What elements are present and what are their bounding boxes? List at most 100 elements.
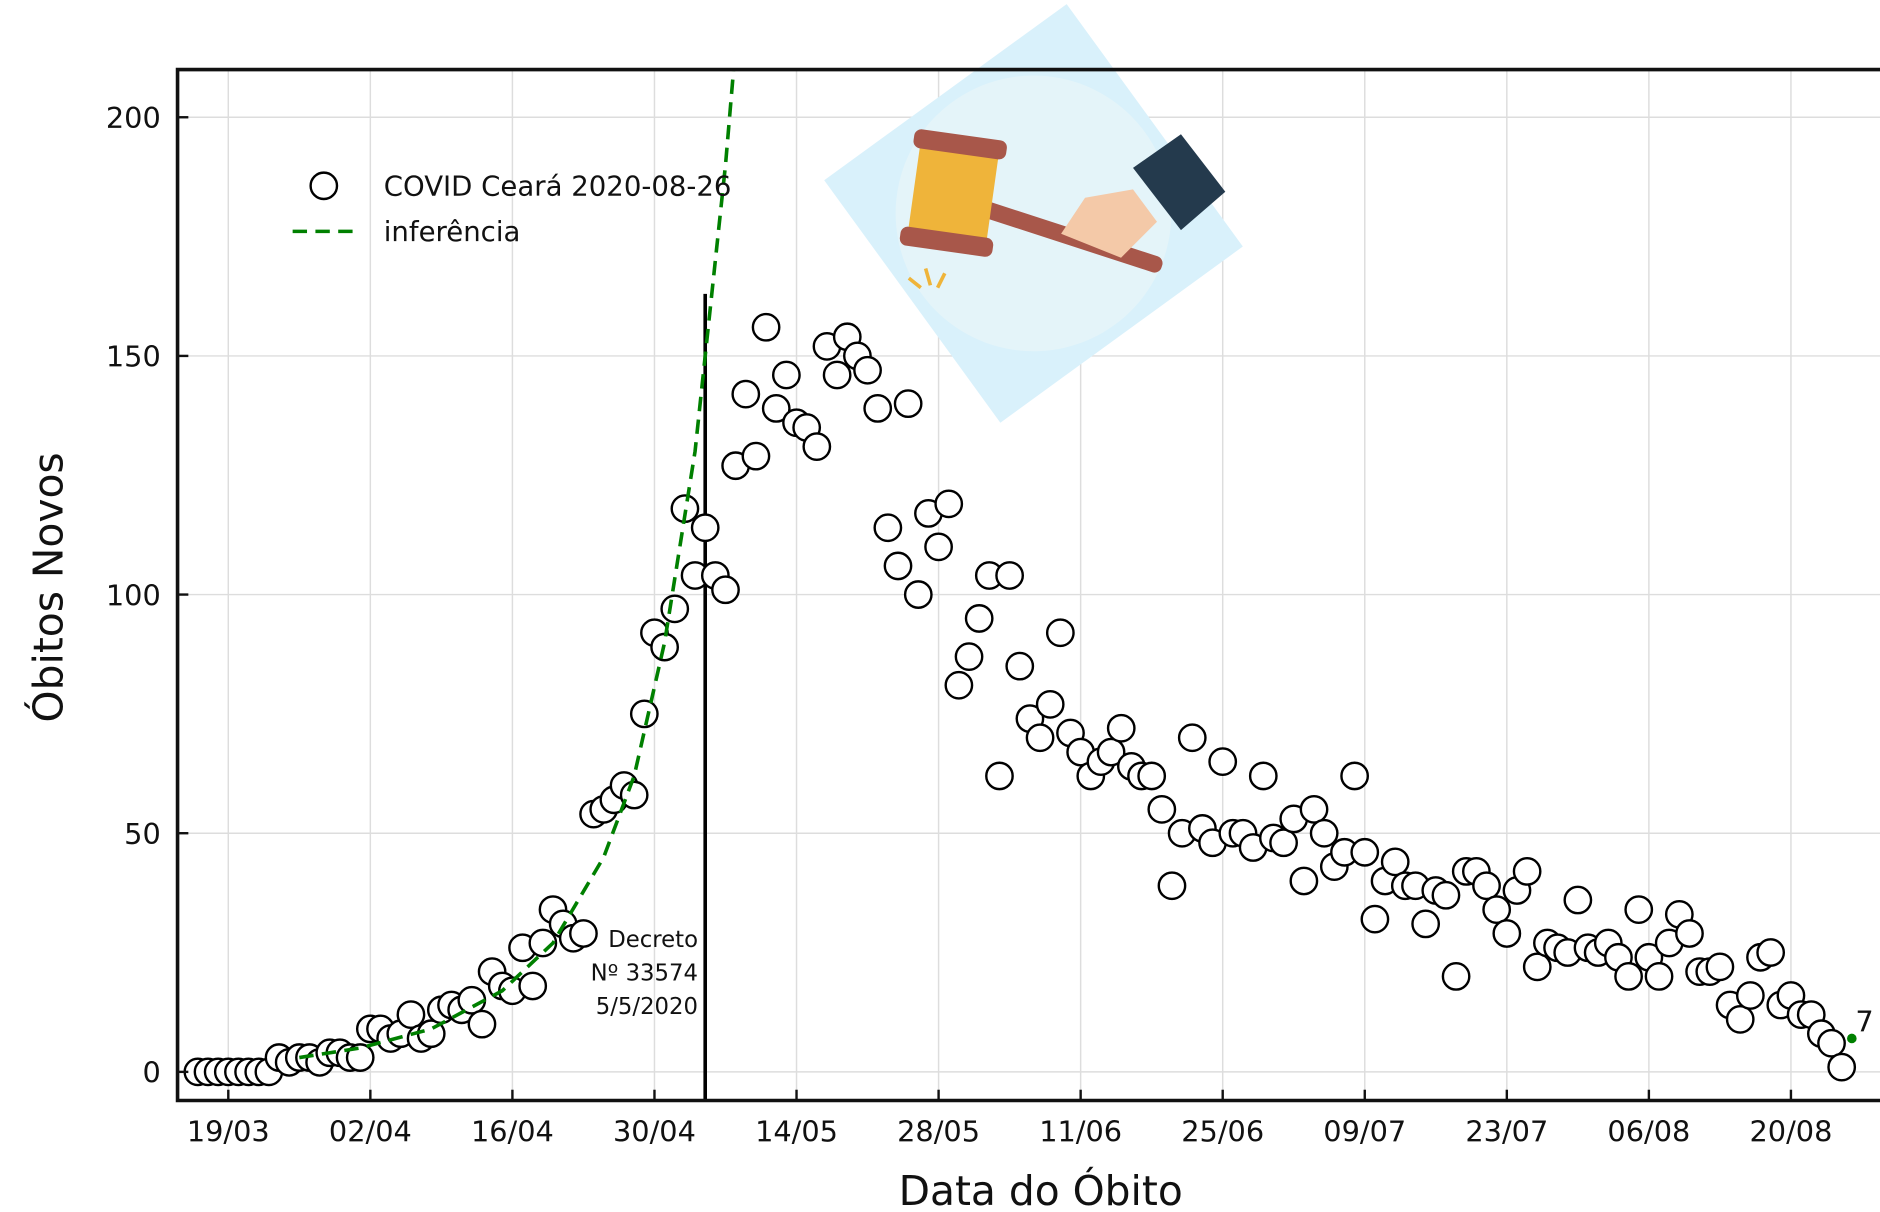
- x-axis-label: Data do Óbito: [899, 1167, 1183, 1212]
- data-point: [934, 489, 964, 519]
- data-point: [903, 580, 933, 609]
- data-point: [1817, 1028, 1846, 1058]
- data-point: [1380, 847, 1410, 877]
- data-point: [1299, 794, 1329, 824]
- data-point: [528, 928, 558, 958]
- x-tick-label: 28/05: [897, 1114, 980, 1148]
- data-point: [711, 575, 740, 605]
- data-point: [1512, 857, 1542, 886]
- data-point: [1482, 895, 1512, 924]
- data-point: [1208, 747, 1238, 777]
- y-tick-label: 100: [106, 578, 161, 612]
- data-point: [964, 604, 994, 633]
- data-point: [629, 699, 659, 729]
- data-point: [751, 312, 781, 342]
- data-point: [822, 360, 852, 390]
- data-point: [569, 919, 598, 948]
- data-point: [802, 432, 832, 461]
- data-point: [1441, 962, 1471, 991]
- spark: [907, 268, 947, 290]
- data-point: [1675, 919, 1704, 948]
- data-point: [467, 1009, 497, 1039]
- data-point: [1289, 866, 1319, 896]
- data-point: [1827, 1052, 1857, 1082]
- data-point: [396, 1000, 426, 1029]
- x-tick-label: 30/04: [613, 1114, 696, 1148]
- gavel-band: [913, 129, 1007, 160]
- data-point: [924, 532, 953, 562]
- data-point: [1096, 737, 1126, 767]
- grid: [177, 69, 1880, 1101]
- data-point: [1177, 723, 1207, 753]
- data-point: [771, 360, 801, 390]
- data-point: [1705, 952, 1735, 982]
- annotation: Nº 33574: [591, 961, 698, 987]
- data-point: [1137, 761, 1167, 791]
- x-tick-label: 14/05: [755, 1114, 838, 1148]
- sleeve: [1133, 134, 1226, 231]
- data-point: [873, 513, 903, 543]
- x-tick-label: 06/08: [1607, 1114, 1690, 1148]
- data-point: [1644, 962, 1674, 991]
- data-point: [1563, 885, 1593, 915]
- data-point: [853, 355, 882, 385]
- data-point: [761, 394, 791, 423]
- data-point: [1248, 761, 1278, 791]
- data-point: [1472, 871, 1501, 901]
- gavel-head: [907, 137, 999, 252]
- data-point: [1106, 713, 1136, 743]
- y-tick-label: 50: [124, 817, 161, 851]
- inference-line: [299, 69, 736, 1060]
- point-label: 7: [1855, 1004, 1873, 1038]
- data-point: [1005, 651, 1035, 681]
- gavel-band: [899, 226, 994, 257]
- data-point: [1045, 618, 1075, 648]
- data-point: [1522, 952, 1552, 982]
- data-point: [1309, 818, 1339, 848]
- data-point: [1269, 828, 1298, 858]
- x-tick-label: 16/04: [471, 1114, 554, 1148]
- annotation: 5/5/2020: [596, 994, 698, 1020]
- data-point: [1735, 981, 1765, 1010]
- data-point: [660, 594, 690, 624]
- data-point: [1624, 895, 1654, 924]
- data-point: [954, 642, 984, 672]
- y-tick-label: 150: [106, 340, 161, 374]
- data-point: [944, 670, 974, 700]
- data-point: [1411, 909, 1441, 939]
- data-point: [995, 561, 1025, 590]
- x-tick-label: 25/06: [1181, 1114, 1264, 1148]
- plot-area: [183, 69, 1857, 1101]
- x-tick-label: 11/06: [1039, 1114, 1122, 1148]
- legend-marker: [309, 171, 339, 201]
- gavel: [899, 129, 1226, 290]
- decorative-image: [824, 4, 1243, 423]
- data-point: [1147, 794, 1177, 824]
- data-point: [883, 551, 913, 581]
- inference-point: [1847, 1033, 1857, 1044]
- data-point: [518, 971, 548, 1001]
- x-tick-label: 20/08: [1749, 1114, 1832, 1148]
- data-point: [1025, 723, 1055, 753]
- data-point: [893, 389, 923, 419]
- data-point: [731, 379, 761, 409]
- data-point: [985, 761, 1014, 791]
- legend-label: inferência: [384, 215, 521, 248]
- data-point: [1725, 1004, 1755, 1034]
- data-point: [1157, 871, 1187, 901]
- x-tick-label: 23/07: [1465, 1114, 1548, 1148]
- x-tick-label: 02/04: [329, 1114, 412, 1148]
- data-point: [345, 1043, 375, 1072]
- data-point: [1614, 962, 1643, 991]
- y-tick-label: 200: [106, 101, 161, 135]
- data-point: [690, 513, 720, 543]
- hand: [1061, 189, 1157, 258]
- y-axis-label: Óbitos Novos: [24, 452, 72, 722]
- annotation: Decreto: [608, 927, 698, 953]
- y-tick-label: 0: [142, 1056, 160, 1090]
- axes: 0 50 100 150 200 19/03 02/04 16/04 30/04 14/05 28/…: [106, 67, 1880, 1148]
- data-point: [1035, 689, 1065, 719]
- x-tick-label: 09/07: [1323, 1114, 1406, 1148]
